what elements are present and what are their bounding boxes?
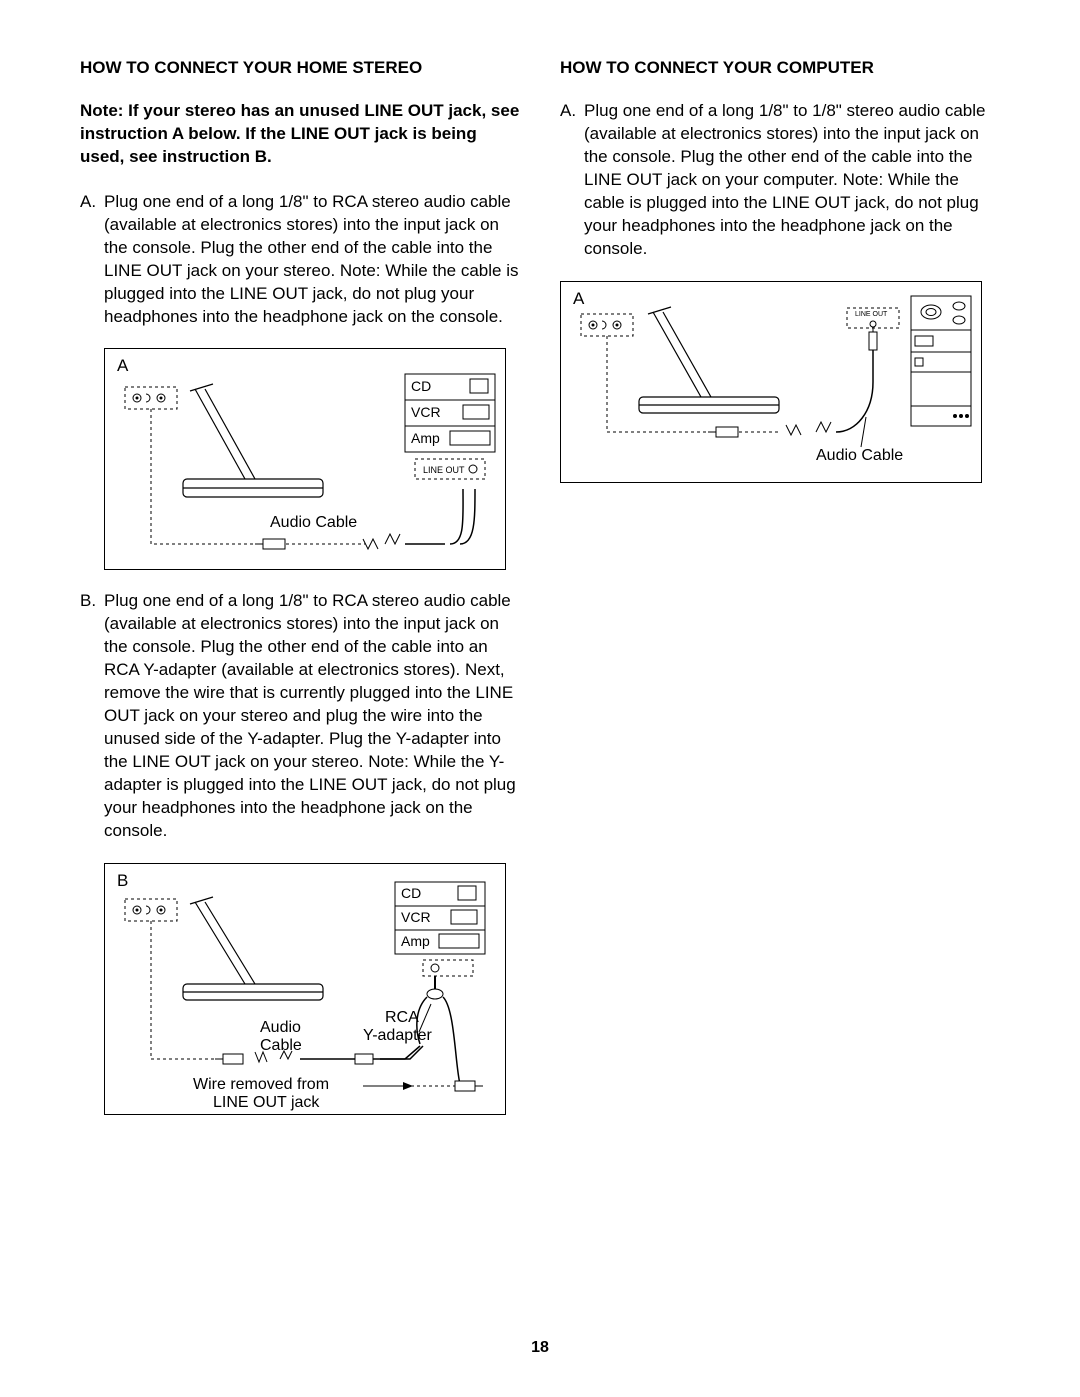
svg-text:VCR: VCR bbox=[401, 909, 431, 925]
heading-computer: HOW TO CONNECT YOUR COMPUTER bbox=[560, 58, 1000, 78]
page-number: 18 bbox=[0, 1339, 1080, 1357]
svg-text:Wire removed from: Wire removed from bbox=[193, 1076, 329, 1093]
svg-text:VCR: VCR bbox=[411, 404, 441, 420]
manual-page: HOW TO CONNECT YOUR HOME STEREO Note: If… bbox=[0, 0, 1080, 1165]
svg-text:LINE OUT: LINE OUT bbox=[855, 311, 888, 318]
step-text: Plug one end of a long 1/8" to RCA stere… bbox=[104, 191, 520, 329]
step-letter: A. bbox=[560, 100, 584, 261]
right-column: HOW TO CONNECT YOUR COMPUTER A. Plug one… bbox=[560, 58, 1000, 1135]
svg-text:Amp: Amp bbox=[401, 933, 430, 949]
heading-stereo: HOW TO CONNECT YOUR HOME STEREO bbox=[80, 58, 520, 78]
svg-text:CD: CD bbox=[401, 885, 421, 901]
diagram-stereo-a: A CD VCR bbox=[104, 348, 506, 570]
step-letter: B. bbox=[80, 590, 104, 842]
diagram-stereo-b: B CD VCR bbox=[104, 863, 506, 1115]
svg-text:A: A bbox=[573, 289, 585, 308]
svg-text:B: B bbox=[117, 871, 128, 890]
step-letter: A. bbox=[80, 191, 104, 329]
stereo-step-b: B. Plug one end of a long 1/8" to RCA st… bbox=[80, 590, 520, 842]
svg-text:Y-adapter: Y-adapter bbox=[363, 1027, 432, 1044]
svg-text:Audio: Audio bbox=[260, 1019, 301, 1036]
svg-text:Audio Cable: Audio Cable bbox=[270, 514, 357, 531]
diagram-computer-a: A LINE OUT bbox=[560, 281, 982, 483]
stereo-step-a: A. Plug one end of a long 1/8" to RCA st… bbox=[80, 191, 520, 329]
stereo-note: Note: If your stereo has an unused LINE … bbox=[80, 100, 520, 169]
left-column: HOW TO CONNECT YOUR HOME STEREO Note: If… bbox=[80, 58, 520, 1135]
svg-text:LINE OUT jack: LINE OUT jack bbox=[213, 1094, 320, 1111]
svg-text:Cable: Cable bbox=[260, 1037, 302, 1054]
diag-label: A bbox=[117, 356, 129, 375]
svg-text:RCA: RCA bbox=[385, 1009, 419, 1026]
computer-step-a: A. Plug one end of a long 1/8" to 1/8" s… bbox=[560, 100, 1000, 261]
svg-text:CD: CD bbox=[411, 378, 431, 394]
svg-text:LINE OUT: LINE OUT bbox=[423, 465, 465, 475]
svg-text:Amp: Amp bbox=[411, 430, 440, 446]
step-text: Plug one end of a long 1/8" to RCA stere… bbox=[104, 590, 520, 842]
step-text: Plug one end of a long 1/8" to 1/8" ster… bbox=[584, 100, 1000, 261]
svg-text:Audio Cable: Audio Cable bbox=[816, 447, 903, 464]
